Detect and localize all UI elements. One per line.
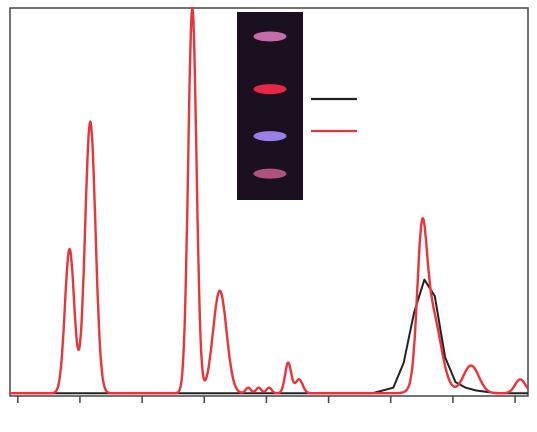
inset-band-2 (253, 131, 287, 142)
inset-band-0 (253, 31, 287, 42)
inset-gel-image (237, 12, 303, 200)
series-group (9, 6, 529, 395)
series-line-0 (10, 278, 528, 395)
plot-frame (9, 7, 529, 397)
series-line-1 (9, 6, 529, 395)
inset-band-1 (253, 84, 287, 95)
plot-border (9, 7, 529, 397)
inset-band-3 (253, 168, 287, 179)
legend (311, 97, 357, 133)
inset-background (237, 12, 303, 200)
x-axis-ticks (17, 396, 516, 403)
